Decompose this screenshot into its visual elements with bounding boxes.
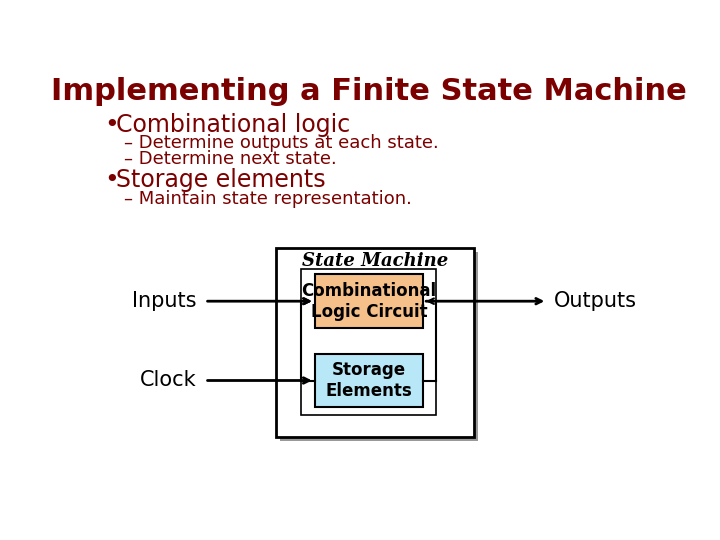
Bar (280, 252, 477, 441)
Text: Storage elements: Storage elements (117, 168, 326, 192)
Text: Clock: Clock (140, 370, 197, 390)
Text: •: • (104, 168, 119, 192)
Text: Outputs: Outputs (554, 291, 636, 311)
Bar (276, 248, 474, 437)
Text: Storage
Elements: Storage Elements (325, 361, 413, 400)
Text: – Maintain state representation.: – Maintain state representation. (124, 190, 412, 208)
Text: – Determine next state.: – Determine next state. (124, 150, 337, 168)
Bar (315, 354, 423, 408)
Text: State Machine: State Machine (302, 252, 448, 270)
Text: Inputs: Inputs (132, 291, 197, 311)
Bar (315, 274, 423, 328)
Text: •: • (104, 113, 119, 137)
Bar (301, 269, 436, 415)
Text: Implementing a Finite State Machine: Implementing a Finite State Machine (51, 77, 687, 106)
Text: – Determine outputs at each state.: – Determine outputs at each state. (124, 134, 439, 152)
Text: Combinational logic: Combinational logic (117, 113, 351, 137)
Text: Combinational
Logic Circuit: Combinational Logic Circuit (302, 282, 436, 321)
